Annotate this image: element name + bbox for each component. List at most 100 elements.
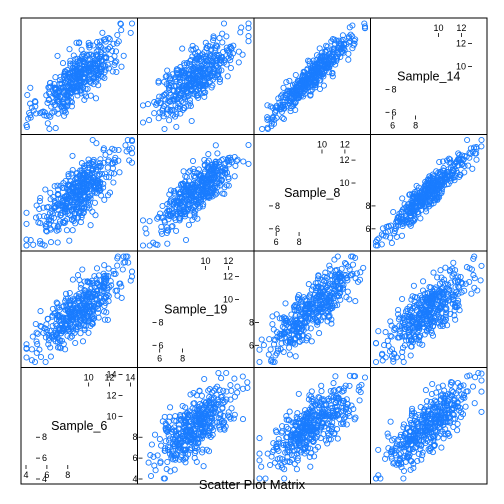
scatter-point bbox=[293, 466, 300, 473]
scatter-point bbox=[326, 417, 333, 424]
scatter-point bbox=[264, 102, 271, 109]
scatter-point bbox=[212, 142, 219, 149]
scatter-point bbox=[107, 278, 114, 285]
scatter-point bbox=[320, 82, 327, 89]
scatter-point bbox=[97, 53, 104, 60]
scatter-point bbox=[94, 60, 101, 68]
scatter-point bbox=[390, 208, 397, 216]
scatter-point bbox=[312, 435, 319, 442]
scatter-point bbox=[422, 387, 429, 394]
scatter-point bbox=[101, 262, 108, 269]
scatter-point bbox=[63, 185, 70, 192]
scatter-point bbox=[291, 306, 298, 313]
scatter-point bbox=[114, 255, 121, 262]
scatter-series-sample_19-vs-sample_8 bbox=[256, 253, 367, 366]
scatter-point bbox=[89, 169, 96, 176]
scatter-point bbox=[212, 163, 219, 170]
scatter-series-sample_6-vs-sample_8 bbox=[256, 372, 369, 482]
scatter-point bbox=[317, 317, 324, 324]
scatter-point bbox=[343, 405, 350, 412]
scatter-point bbox=[444, 411, 452, 418]
scatter-point bbox=[86, 205, 93, 212]
scatter-point bbox=[198, 392, 205, 399]
scatter-point bbox=[86, 161, 93, 168]
scatter-point bbox=[319, 314, 326, 321]
scatter-point bbox=[93, 140, 100, 147]
scatter-point bbox=[429, 406, 436, 413]
scatter-point bbox=[306, 58, 313, 65]
scatter-point bbox=[167, 75, 174, 82]
scatter-point bbox=[37, 353, 45, 361]
scatter-point bbox=[190, 65, 197, 72]
scatter-point bbox=[166, 117, 173, 124]
scatter-point bbox=[256, 475, 263, 482]
scatter-point bbox=[399, 195, 406, 202]
scatter-point bbox=[339, 32, 346, 39]
scatter-point bbox=[81, 70, 88, 77]
scatter-point bbox=[291, 460, 298, 467]
scatter-point bbox=[114, 292, 121, 299]
scatter-point bbox=[113, 40, 121, 47]
scatter-point bbox=[196, 204, 203, 211]
scatter-point bbox=[58, 103, 65, 110]
scatter-point bbox=[209, 389, 216, 396]
scatter-point bbox=[430, 176, 437, 183]
scatter-point bbox=[425, 446, 432, 453]
scatter-point bbox=[307, 72, 314, 79]
scatter-point bbox=[455, 283, 462, 290]
scatter-point bbox=[86, 78, 93, 85]
scatter-point bbox=[220, 387, 227, 394]
scatter-point bbox=[269, 104, 276, 111]
scatter-point bbox=[410, 314, 417, 321]
scatter-point bbox=[59, 203, 66, 210]
scatter-point bbox=[85, 165, 92, 172]
scatter-point bbox=[106, 149, 113, 156]
scatter-point bbox=[345, 50, 352, 57]
scatter-point bbox=[330, 49, 337, 56]
scatter-point bbox=[297, 425, 304, 432]
scatter-point bbox=[179, 45, 186, 52]
scatter-point bbox=[39, 241, 46, 248]
scatter-point bbox=[318, 294, 325, 301]
scatter-point bbox=[32, 214, 40, 221]
scatter-point bbox=[139, 217, 147, 224]
scatter-point bbox=[120, 52, 127, 59]
scatter-point bbox=[71, 67, 79, 74]
scatter-point bbox=[80, 310, 87, 317]
scatter-point bbox=[46, 209, 53, 217]
scatter-point bbox=[96, 70, 103, 77]
scatter-point bbox=[145, 459, 152, 466]
scatter-point bbox=[318, 382, 325, 389]
scatter-point bbox=[36, 198, 43, 205]
scatter-point bbox=[190, 432, 197, 440]
scatter-point bbox=[478, 136, 485, 144]
scatter-point bbox=[92, 212, 99, 219]
scatter-series-sample_14-vs-sample_19 bbox=[139, 20, 252, 133]
scatter-point bbox=[80, 84, 87, 91]
scatter-point bbox=[187, 391, 194, 398]
scatter-point bbox=[201, 375, 208, 383]
scatter-point bbox=[459, 411, 467, 418]
scatter-point bbox=[302, 438, 309, 446]
scatter-point bbox=[228, 159, 235, 166]
scatter-point bbox=[195, 49, 202, 56]
scatter-point bbox=[320, 397, 327, 405]
scatter-point bbox=[311, 82, 318, 89]
scatter-point bbox=[334, 284, 342, 291]
scatter-point bbox=[144, 101, 152, 108]
scatter-point bbox=[417, 215, 424, 222]
scatter-point bbox=[462, 403, 469, 410]
scatter-point bbox=[208, 185, 215, 192]
scatter-point bbox=[103, 309, 110, 316]
scatter-point bbox=[338, 280, 345, 287]
scatter-point bbox=[171, 83, 178, 90]
scatter-point bbox=[151, 431, 159, 438]
scatter-point bbox=[469, 165, 476, 172]
scatter-point bbox=[60, 96, 67, 103]
scatter-point bbox=[174, 199, 181, 206]
scatter-point bbox=[47, 344, 54, 351]
scatter-point bbox=[61, 70, 68, 77]
scatter-point bbox=[453, 289, 460, 296]
scatter-point bbox=[167, 82, 175, 89]
scatter-point bbox=[208, 396, 215, 403]
